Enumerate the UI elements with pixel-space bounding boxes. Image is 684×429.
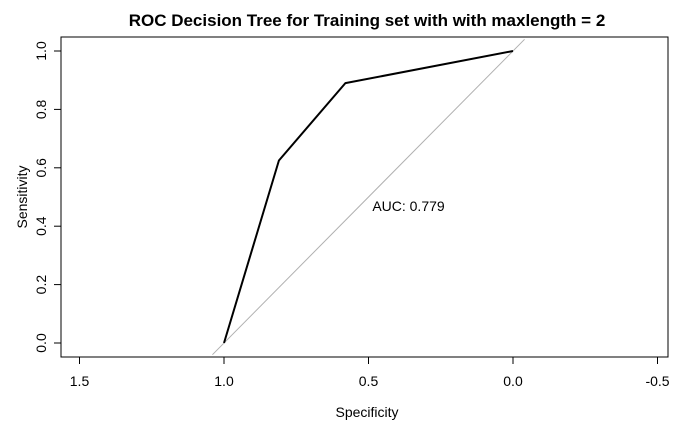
x-axis-label: Specificity	[335, 404, 398, 420]
x-axis: 1.5 1.0 0.5 0.0 -0.5	[70, 356, 670, 389]
chart-title: ROC Decision Tree for Training set with …	[129, 11, 606, 30]
y-tick-label: 0.0	[33, 333, 49, 353]
auc-annotation: AUC: 0.779	[372, 198, 445, 214]
y-tick-label: 0.8	[33, 99, 49, 119]
y-axis: 0.0 0.2 0.4 0.6 0.8 1.0	[33, 41, 62, 353]
x-tick-label: 0.5	[359, 373, 379, 389]
y-tick-label: 0.6	[33, 158, 49, 178]
x-tick-label: 0.0	[503, 373, 523, 389]
y-tick-label: 0.4	[33, 216, 49, 236]
y-tick-label: 0.2	[33, 275, 49, 295]
x-tick-label: 1.5	[70, 373, 90, 389]
y-tick-label: 1.0	[33, 41, 49, 61]
y-axis-label: Sensitivity	[14, 165, 30, 228]
plot-marks	[212, 38, 525, 356]
plot-area-border	[60, 36, 669, 358]
diagonal-reference-line	[212, 38, 525, 356]
x-tick-label: -0.5	[645, 373, 669, 389]
x-tick-label: 1.0	[214, 373, 234, 389]
roc-curve	[223, 50, 514, 344]
